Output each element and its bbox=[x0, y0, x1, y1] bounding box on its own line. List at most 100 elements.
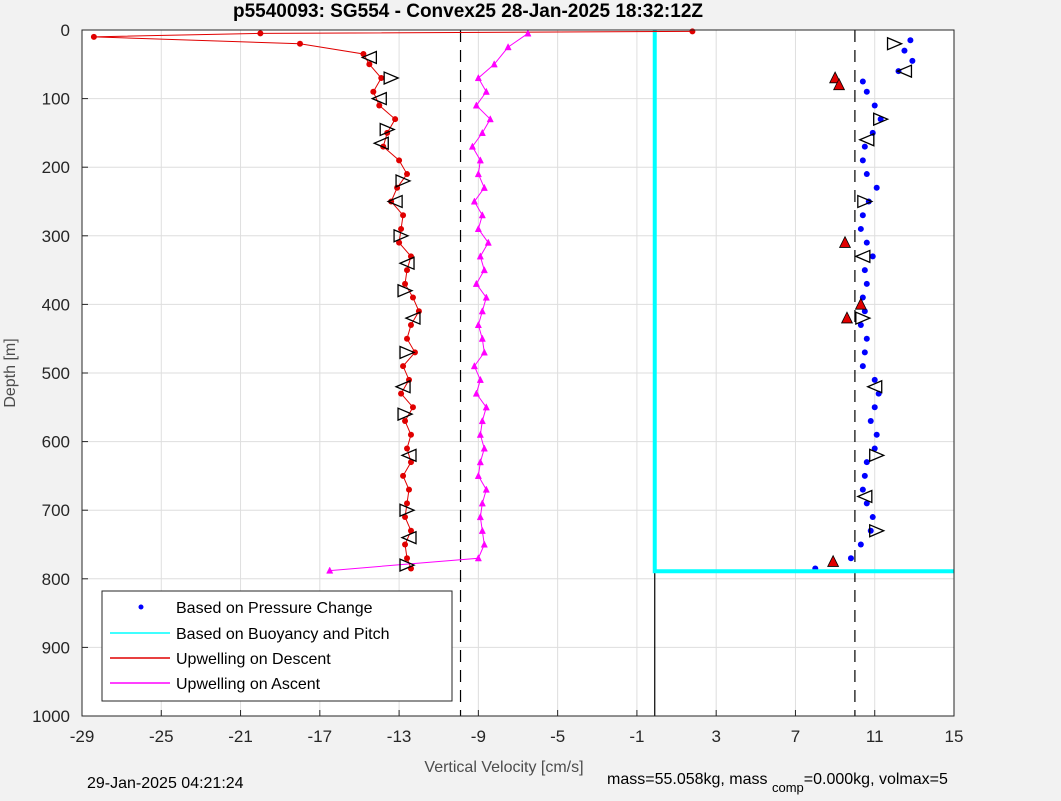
series-0-point-14 bbox=[859, 212, 866, 219]
footer-timestamp: 29-Jan-2025 04:21:24 bbox=[87, 775, 244, 792]
series-3-point-11 bbox=[480, 183, 488, 191]
series-0-point-19 bbox=[863, 280, 870, 287]
series-2-point-12 bbox=[396, 157, 403, 164]
series-0-point-34 bbox=[859, 486, 866, 493]
series-3-point-35 bbox=[476, 513, 484, 521]
series-2-point-22 bbox=[409, 294, 416, 301]
x-tick-label-8: 3 bbox=[711, 727, 720, 746]
x-tick-label-11: 15 bbox=[945, 727, 964, 746]
y-tick-label-7: 700 bbox=[42, 501, 70, 520]
red-triangle-0 bbox=[829, 71, 842, 84]
series-3-point-36 bbox=[478, 526, 486, 534]
red-triangle-3 bbox=[854, 297, 867, 310]
series-3-point-16 bbox=[476, 252, 484, 260]
pressure-marker-8 bbox=[869, 448, 886, 463]
series-0-point-32 bbox=[863, 459, 870, 466]
pressure-marker-10 bbox=[869, 523, 886, 538]
series-0-point-5 bbox=[863, 88, 870, 95]
y-tick-label-3: 300 bbox=[42, 227, 70, 246]
series-2-point-17 bbox=[398, 225, 405, 232]
series-2-point-8 bbox=[376, 102, 383, 109]
descent-marker-13 bbox=[397, 407, 414, 422]
y-tick-labels: 0 100 200 300 400 500 600 700 800 900 1000 bbox=[32, 21, 88, 726]
y-tick-label-0: 0 bbox=[61, 21, 70, 40]
red-triangle-2 bbox=[838, 235, 852, 248]
series-3-point-4 bbox=[482, 87, 490, 95]
grid bbox=[81, 29, 955, 717]
series-2-point-0 bbox=[689, 28, 696, 35]
descent-marker-1 bbox=[383, 71, 400, 85]
series-0-point-30 bbox=[873, 431, 880, 438]
descent-marker-15 bbox=[399, 503, 416, 518]
series-3-point-27 bbox=[482, 403, 490, 411]
series-0-point-36 bbox=[869, 514, 876, 521]
series-0-point-39 bbox=[847, 555, 854, 562]
pressure-marker-7 bbox=[866, 379, 883, 394]
descent-marker-5 bbox=[395, 173, 412, 188]
x-tick-label-0: -29 bbox=[70, 727, 95, 746]
series-2-point-16 bbox=[400, 212, 407, 219]
series-0-point-12 bbox=[873, 184, 880, 191]
series-2-point-39 bbox=[407, 527, 414, 534]
series-3-point-10 bbox=[474, 170, 482, 178]
series-0-point-11 bbox=[863, 171, 870, 178]
series-3-point-33 bbox=[482, 485, 490, 493]
series-2-point-2 bbox=[90, 33, 97, 40]
series-3-point-38 bbox=[474, 554, 482, 562]
series-2-point-21 bbox=[402, 280, 409, 287]
descent-marker-7 bbox=[393, 228, 410, 243]
y-tick-label-5: 500 bbox=[42, 364, 70, 383]
legend-entry-2: Upwelling on Descent bbox=[176, 651, 331, 668]
series-2-point-29 bbox=[398, 390, 405, 397]
series-2-point-41 bbox=[404, 555, 411, 562]
series-0-point-1 bbox=[901, 47, 908, 54]
x-tick-label-7: -1 bbox=[629, 727, 644, 746]
pressure-marker-2 bbox=[873, 112, 890, 127]
series-0-point-38 bbox=[857, 541, 864, 548]
series-2-point-34 bbox=[407, 459, 414, 466]
x-tick-label-1: -25 bbox=[149, 727, 174, 746]
series-3-point-39 bbox=[326, 566, 334, 574]
descent-marker-12 bbox=[394, 379, 411, 394]
series-3-point-18 bbox=[472, 279, 480, 287]
series-3-point-0 bbox=[524, 29, 532, 37]
descent-marker-2 bbox=[370, 91, 387, 106]
footer-comp-subscript: comp bbox=[771, 780, 804, 795]
series-3-point-15 bbox=[484, 238, 492, 246]
series-3-point-24 bbox=[470, 362, 478, 370]
series-2-point-9 bbox=[392, 116, 399, 123]
y-tick-label-4: 400 bbox=[42, 295, 70, 314]
series-layer bbox=[90, 28, 954, 574]
series-2-point-38 bbox=[402, 514, 409, 521]
y-tick-label-1: 100 bbox=[42, 90, 70, 109]
reference-lines bbox=[459, 30, 856, 716]
pressure-marker-4 bbox=[857, 194, 874, 209]
descent-marker-3 bbox=[379, 122, 396, 137]
series-0-point-17 bbox=[869, 253, 876, 260]
x-tick-labels: -29 -25 -21 -17 -13 -9 -5 -1 3 7 11 15 bbox=[70, 710, 964, 746]
series-2-point-37 bbox=[404, 500, 411, 507]
series-3-point-2 bbox=[490, 60, 498, 68]
x-tick-label-4: -13 bbox=[387, 727, 412, 746]
series-2-point-35 bbox=[400, 472, 407, 479]
series-0-point-0 bbox=[907, 37, 914, 44]
x-tick-label-9: 7 bbox=[791, 727, 800, 746]
series-2-point-20 bbox=[404, 267, 411, 274]
series-0-point-33 bbox=[861, 472, 868, 479]
series-3-point-31 bbox=[476, 458, 484, 466]
series-0-point-21 bbox=[861, 308, 868, 315]
footer-mass: mass=55.058kg, mass comp=0.000kg, volmax… bbox=[607, 771, 948, 795]
descent-marker-0 bbox=[360, 50, 378, 65]
series-2 bbox=[90, 28, 696, 572]
series-2-point-33 bbox=[404, 445, 411, 452]
series-2-point-25 bbox=[404, 335, 411, 342]
series-1 bbox=[652, 30, 954, 574]
series-1-line bbox=[652, 30, 954, 574]
series-2-point-7 bbox=[370, 88, 377, 95]
pressure-marker-0 bbox=[886, 36, 904, 51]
descent-marker-10 bbox=[404, 311, 421, 326]
series-3-point-23 bbox=[480, 348, 488, 356]
descent-marker-8 bbox=[398, 256, 415, 271]
descent-marker-16 bbox=[400, 530, 417, 545]
x-tick-label-6: -5 bbox=[550, 727, 565, 746]
